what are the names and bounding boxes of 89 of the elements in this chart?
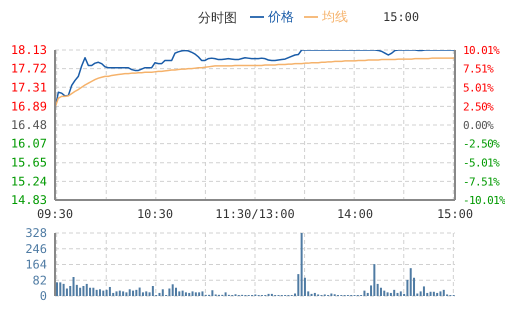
y-tick-label: 18.13 <box>10 43 47 57</box>
bar <box>410 268 412 296</box>
bar <box>158 292 160 296</box>
bar <box>82 286 84 296</box>
x-tick-label: 14:00 <box>336 207 374 221</box>
y-tick-label: 82 <box>32 273 47 288</box>
chart-title: 分时图 <box>198 10 237 27</box>
legend-label: 均线 <box>322 10 348 25</box>
bar <box>380 288 382 296</box>
bar <box>396 292 398 296</box>
bar <box>386 292 389 296</box>
bar <box>422 286 425 296</box>
legend-label: 价格 <box>268 10 294 25</box>
bar <box>86 284 88 296</box>
bar <box>135 290 138 296</box>
y2-tick-label: 7.51% <box>463 62 494 76</box>
bar <box>106 290 108 296</box>
bar <box>175 288 178 296</box>
bar <box>98 289 101 296</box>
bar <box>132 290 134 296</box>
y-tick-label: 14.83 <box>10 193 47 207</box>
y2-tick-label: 0.00% <box>463 119 494 132</box>
bar <box>178 291 180 296</box>
y-tick-label: 164 <box>25 258 47 272</box>
bar <box>224 292 227 296</box>
bar <box>194 292 197 296</box>
y-tick-label: 17.72 <box>10 62 47 76</box>
bar <box>436 292 438 296</box>
bar <box>79 288 82 296</box>
bar <box>162 289 164 296</box>
bar <box>432 292 435 296</box>
y2-tick-label: -2.50% <box>463 138 500 151</box>
bar <box>430 292 432 296</box>
y-tick-label: 328 <box>25 226 47 240</box>
bar <box>390 292 392 296</box>
bar <box>72 276 75 296</box>
y2-tick-label: -7.51% <box>463 175 500 188</box>
y-tick-label: 16.48 <box>10 118 47 132</box>
y-tick-label: 16.89 <box>10 99 47 114</box>
y2-tick-label: -10.01% <box>463 194 505 207</box>
y2-tick-label: -5.01% <box>463 156 500 170</box>
bar <box>89 288 92 296</box>
bar <box>198 292 200 296</box>
bar <box>442 290 445 296</box>
x-tick-label: 11:30/13:00 <box>215 207 295 221</box>
y-tick-label: 246 <box>25 242 47 256</box>
bar <box>62 284 65 296</box>
x-tick-label: 15:00 <box>436 207 474 221</box>
bar <box>363 290 366 296</box>
bar <box>125 292 128 296</box>
y2-tick-label: 5.01% <box>463 81 494 94</box>
bar <box>102 290 104 296</box>
bar <box>192 291 194 296</box>
bar <box>172 284 174 296</box>
bar <box>96 290 98 296</box>
x-tick-label: 09:30 <box>36 207 74 221</box>
bar <box>59 282 62 296</box>
bar <box>145 291 148 296</box>
x-tick-label: 10:30 <box>136 207 174 221</box>
bar <box>184 292 187 296</box>
bar <box>92 288 94 296</box>
bar <box>373 264 376 296</box>
y2-tick-label: 2.50% <box>463 100 494 114</box>
bar <box>400 291 402 296</box>
bar <box>116 291 118 296</box>
bar <box>188 292 190 296</box>
bar <box>300 233 303 296</box>
bar <box>182 290 184 296</box>
bar <box>122 291 124 296</box>
y2-tick-label: 10.01% <box>463 44 500 57</box>
y-tick-label: 0 <box>40 289 47 303</box>
y-tick-label: 17.31 <box>10 80 47 94</box>
bar <box>108 286 111 296</box>
text: 15:00 <box>383 10 420 24</box>
bar <box>314 292 316 296</box>
bar <box>128 289 131 296</box>
y-tick-label: 15.65 <box>10 156 47 170</box>
bar <box>168 288 170 296</box>
y-tick-label: 15.24 <box>10 174 47 188</box>
y-tick-label: 16.07 <box>10 136 47 151</box>
bar <box>152 286 154 296</box>
bar <box>201 291 204 296</box>
bar <box>439 291 442 296</box>
bar <box>118 290 121 296</box>
bar <box>383 290 386 296</box>
bar <box>393 290 396 296</box>
bar <box>138 288 141 296</box>
bar <box>56 282 58 296</box>
bar <box>211 290 214 296</box>
